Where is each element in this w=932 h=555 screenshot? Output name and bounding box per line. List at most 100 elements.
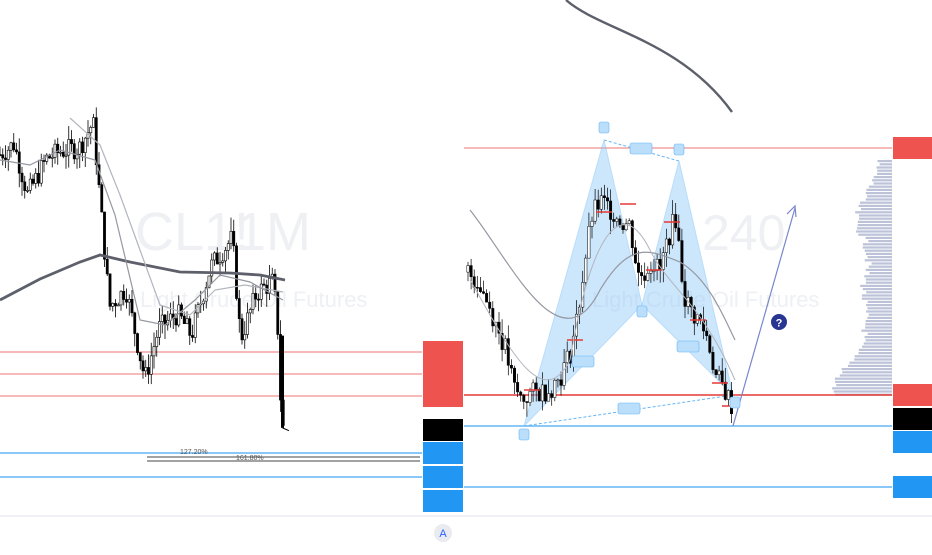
volume-bar [869, 272, 892, 275]
volume-bar [865, 320, 892, 323]
ma-50-line [69, 117, 284, 316]
candle-body [519, 391, 523, 396]
price-badge [893, 384, 932, 406]
candle-body [547, 393, 551, 402]
volume-bar [855, 211, 892, 214]
candle-body [229, 231, 233, 244]
price-badge [423, 442, 463, 464]
candle-body [133, 312, 137, 334]
candle-body [528, 391, 532, 403]
candle-body [708, 335, 712, 353]
candle-body [147, 367, 150, 375]
volume-bar [876, 166, 892, 169]
candle-body [695, 314, 699, 324]
candle-body [75, 153, 79, 160]
volume-bar [833, 390, 892, 393]
candle-body [469, 265, 473, 277]
pattern-point-box [598, 121, 610, 134]
ac-ratio-line [603, 139, 680, 162]
volume-bar [862, 288, 892, 291]
candle-body [53, 143, 57, 158]
candle-body [671, 214, 675, 246]
price-badge [893, 476, 932, 498]
volume-bar [877, 160, 892, 163]
candle-body [506, 338, 510, 366]
volume-bar [866, 195, 892, 198]
volume-bar [865, 198, 892, 201]
candle-body [590, 220, 594, 227]
volume-profile [832, 160, 892, 396]
price-badge [423, 419, 463, 441]
volume-bar [854, 355, 892, 358]
candle-body [609, 200, 613, 220]
candle-body [711, 352, 715, 370]
candle-body [251, 293, 255, 310]
price-badge [893, 137, 932, 159]
candle-body [674, 214, 678, 229]
candle-body [125, 299, 128, 303]
volume-bar [877, 172, 892, 175]
volume-bar [873, 176, 892, 179]
fib-label-1618: 161.80% [236, 455, 264, 462]
candle-body [138, 352, 142, 362]
candle-body [6, 149, 10, 160]
candle-body [717, 370, 721, 375]
candle-body [39, 160, 43, 184]
candle-body [513, 367, 516, 383]
candle-body [553, 380, 557, 398]
candle-body [15, 149, 18, 153]
candle-body [28, 178, 32, 191]
price-badge [423, 466, 463, 488]
price-badge [423, 341, 463, 363]
candle-body [259, 283, 263, 300]
candle-body [500, 333, 504, 350]
candle-body [562, 362, 566, 386]
candle-body [72, 143, 76, 160]
volume-bar [861, 329, 892, 332]
ma-50-line [469, 209, 736, 341]
volume-bar [857, 224, 892, 227]
left-time-scale[interactable] [0, 515, 932, 550]
volume-bar [858, 233, 892, 236]
projection-arrowhead [786, 204, 797, 218]
ma-200-line [0, 253, 286, 302]
candle-body [661, 252, 665, 270]
left-price-scale[interactable] [422, 0, 464, 516]
volume-bar [868, 185, 892, 188]
candle-body [12, 142, 16, 151]
volume-bar [858, 352, 892, 355]
candle-body [637, 262, 640, 273]
candle-body [37, 173, 40, 184]
candle-body [273, 273, 277, 292]
volume-bar [866, 304, 892, 307]
candle-body [174, 318, 178, 326]
price-badge [893, 431, 932, 453]
left-chart-pane[interactable]: CL1! 1M Light Crude Oil Futures 127.20% … [0, 0, 422, 516]
candle-body [485, 293, 489, 303]
candle-body [59, 151, 62, 154]
candle-body [630, 220, 634, 248]
candle-body [664, 238, 668, 253]
candle-body [488, 301, 492, 309]
candle-body [122, 291, 126, 300]
candle-body [152, 346, 156, 357]
volume-bar [857, 220, 892, 223]
volume-bar [834, 377, 892, 380]
volume-bar [858, 214, 892, 217]
question-icon[interactable]: ? [771, 314, 787, 330]
candle-body [81, 141, 84, 153]
candle-body [633, 247, 637, 264]
candle-body [119, 291, 123, 306]
projection-arrow [732, 207, 796, 427]
candle-body [83, 137, 87, 153]
auto-scale-button[interactable]: A [434, 524, 452, 542]
ma-200-line [565, 0, 733, 113]
right-price-scale[interactable] [892, 0, 932, 516]
ratio-box [617, 402, 641, 415]
candle-body [89, 127, 93, 134]
right-chart-pane[interactable]: 240 Light Crude Oil Futures ? [464, 0, 892, 516]
candle-body [160, 314, 164, 322]
candle-body [111, 303, 115, 307]
volume-bar [864, 275, 892, 278]
volume-bar [865, 281, 892, 284]
